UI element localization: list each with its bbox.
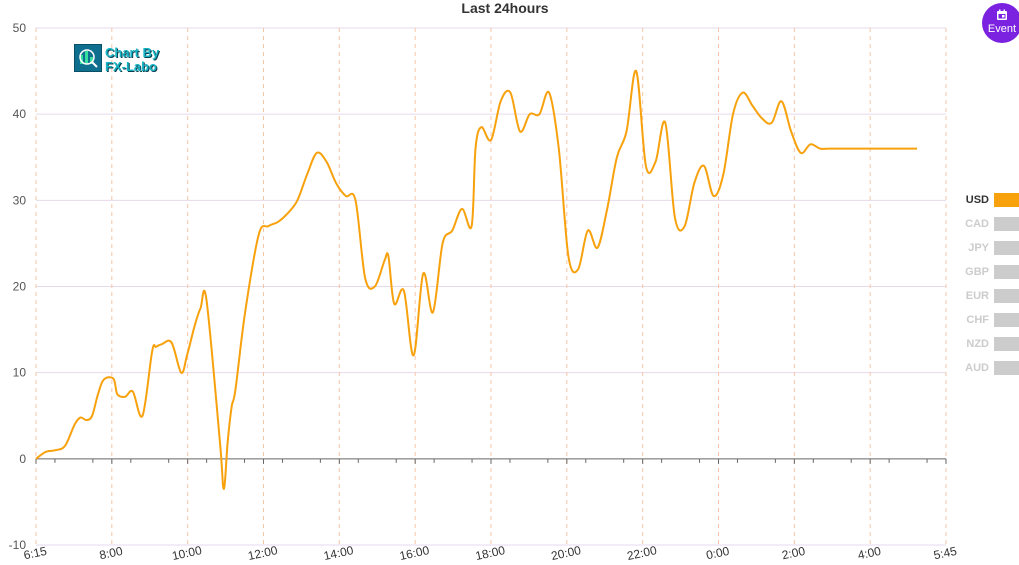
- calendar-icon: [997, 9, 1007, 20]
- legend-item-3[interactable]: GBP: [952, 265, 1019, 289]
- x-tick-label: 16:00: [398, 543, 431, 563]
- legend-item-1[interactable]: CAD: [952, 217, 1019, 241]
- y-tick-label: 0: [19, 452, 26, 466]
- legend-item-7[interactable]: AUD: [952, 361, 1019, 385]
- y-tick-label: -10: [9, 538, 27, 552]
- legend-item-4[interactable]: EUR: [952, 289, 1019, 313]
- event-button[interactable]: Event: [982, 3, 1019, 43]
- legend-label: USD: [965, 194, 989, 206]
- x-tick-label: 8:00: [98, 544, 124, 563]
- x-tick-label: 4:00: [856, 544, 882, 563]
- y-tick-label: 40: [13, 107, 27, 121]
- x-tick-label: 14:00: [322, 543, 355, 563]
- x-tick-label: 18:00: [474, 543, 507, 563]
- legend-label: JPY: [968, 242, 989, 254]
- logo-line-2: FX-Labo: [105, 59, 157, 74]
- x-tick-label: 22:00: [626, 543, 659, 563]
- x-tick-label: 6:15: [22, 544, 48, 563]
- legend-swatch: [994, 217, 1019, 231]
- logo-chart-icon: [74, 44, 102, 72]
- y-tick-label: 30: [13, 193, 27, 207]
- chart-by-fx-labo-logo: Chart By FX-Labo: [74, 44, 174, 76]
- legend-swatch: [994, 193, 1019, 207]
- logo-line-1: Chart By: [105, 45, 160, 60]
- y-tick-label: 50: [13, 21, 27, 35]
- legend-swatch: [994, 265, 1019, 279]
- legend-swatch: [994, 313, 1019, 327]
- legend-label: NZD: [966, 338, 989, 350]
- legend-swatch: [994, 241, 1019, 255]
- x-tick-label: 10:00: [171, 543, 204, 563]
- x-tick-label: 0:00: [705, 544, 731, 563]
- chart-title: Last 24hours: [461, 0, 549, 16]
- event-button-label: Event: [987, 23, 1017, 35]
- legend-label: GBP: [965, 266, 989, 278]
- x-tick-label: 5:45: [932, 544, 958, 563]
- currency-legend: USD CAD JPY GBP EUR CHF NZD AUD: [952, 193, 1019, 385]
- series-line-0: [35, 70, 917, 491]
- legend-swatch: [994, 361, 1019, 375]
- legend-label: CAD: [965, 218, 989, 230]
- legend-label: EUR: [965, 290, 989, 302]
- legend-item-5[interactable]: CHF: [952, 313, 1019, 337]
- y-tick-label: 20: [13, 280, 27, 294]
- legend-swatch: [994, 289, 1019, 303]
- x-tick-label: 20:00: [550, 543, 583, 563]
- y-tick-label: 10: [13, 366, 27, 380]
- x-tick-label: 2:00: [781, 544, 807, 563]
- legend-label: CHF: [966, 314, 989, 326]
- legend-item-0[interactable]: USD: [952, 193, 1019, 217]
- legend-item-2[interactable]: JPY: [952, 241, 1019, 265]
- legend-item-6[interactable]: NZD: [952, 337, 1019, 361]
- x-tick-label: 12:00: [247, 543, 280, 563]
- legend-label: AUD: [965, 362, 989, 374]
- legend-swatch: [994, 337, 1019, 351]
